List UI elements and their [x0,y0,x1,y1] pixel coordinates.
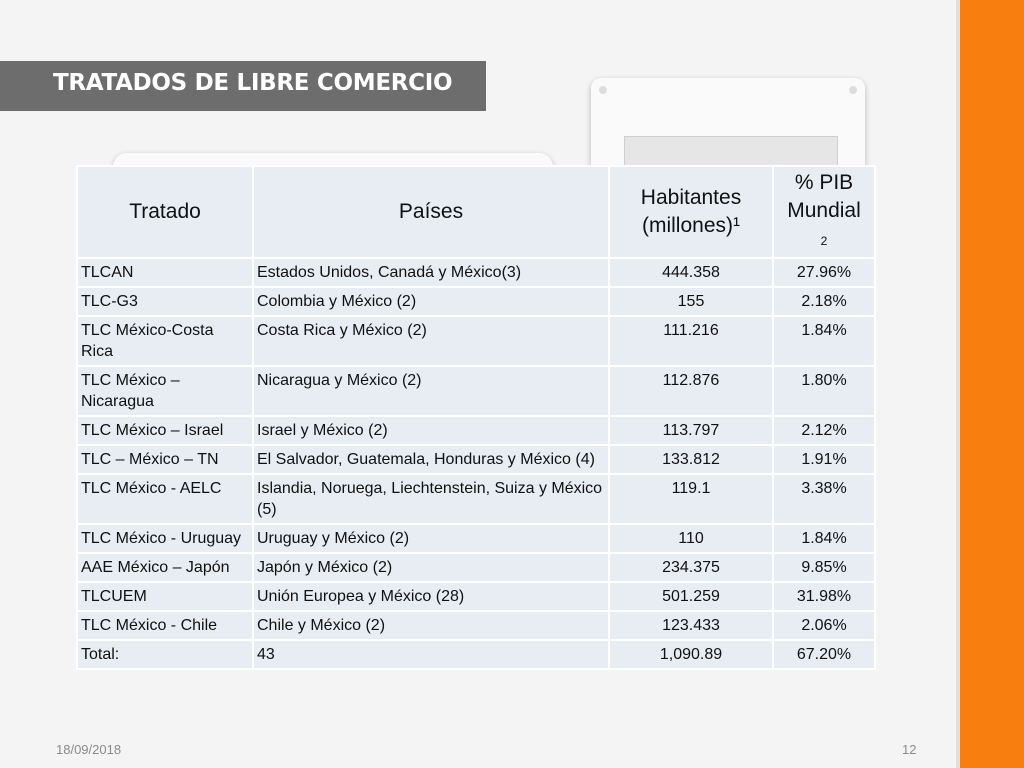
cell-paises: El Salvador, Guatemala, Honduras y Méxic… [252,444,610,475]
cell-paises: Unión Europea y México (28) [252,581,610,612]
cell-tratado: Total: [76,639,254,670]
table-row: TLC México - Chile Chile y México (2) 123.… [76,610,876,641]
cell-habitantes: 112.876 [608,365,774,417]
cell-paises: 43 [252,639,610,670]
cell-paises: Uruguay y México (2) [252,523,610,554]
header-habitantes-line1: Habitantes [640,186,742,209]
table-row: TLC México - Uruguay Uruguay y México (2)… [76,523,876,554]
page-number: 12 [902,742,917,757]
cell-paises: Islandia, Noruega, Liechtenstein, Suiza … [252,473,610,525]
table-row: AAE México – Japón Japón y México (2) 234.… [76,552,876,583]
header-pib-line2: Mundial [787,199,861,222]
cell-pib: 2.18% [772,286,876,317]
cell-paises: Costa Rica y México (2) [252,315,610,367]
accent-sidebar [960,0,1024,768]
cell-paises: Colombia y México (2) [252,286,610,317]
cell-habitantes: 123.433 [608,610,774,641]
cell-tratado: TLC México – Nicaragua [76,365,254,417]
cell-tratado: TLC-G3 [76,286,254,317]
cell-tratado: TLC México - Chile [76,610,254,641]
header-pib-footnote: 2 [820,234,828,248]
cell-habitantes: 1,090.89 [608,639,774,670]
accent-divider [956,0,960,768]
cell-habitantes: 501.259 [608,581,774,612]
cell-tratado: TLC – México – TN [76,444,254,475]
cell-tratado: TLCAN [76,257,254,288]
cell-pib: 67.20% [772,639,876,670]
cell-paises: Israel y México (2) [252,415,610,446]
cell-pib: 31.98% [772,581,876,612]
header-pib: % PIB Mundial 2 [772,165,876,259]
header-habitantes-line2: (millones)¹ [641,214,740,237]
cell-pib: 1.84% [772,523,876,554]
cell-pib: 1.80% [772,365,876,417]
table-row: TLCUEM Unión Europea y México (28) 501.259… [76,581,876,612]
trade-agreements-table: Tratado Países Habitantes (millones)¹ % … [76,165,876,670]
cell-pib: 9.85% [772,552,876,583]
header-paises: Países [252,165,610,259]
header-pib-line1: % PIB [794,171,854,194]
table-row: TLC – México – TN El Salvador, Guatemala,… [76,444,876,475]
frame-corner-dot [849,86,857,94]
cell-tratado: TLCUEM [76,581,254,612]
cell-habitantes: 113.797 [608,415,774,446]
cell-habitantes: 155 [608,286,774,317]
page-title: TRATADOS DE LIBRE COMERCIO [53,70,453,96]
cell-habitantes: 110 [608,523,774,554]
cell-tratado: AAE México – Japón [76,552,254,583]
table-row: Total: 43 1,090.89 67.20% [76,639,876,670]
cell-tratado: TLC México - Uruguay [76,523,254,554]
table-row: TLC México - AELC Islandia, Noruega, Liec… [76,473,876,525]
cell-tratado: TLC México - AELC [76,473,254,525]
table-header-row: Tratado Países Habitantes (millones)¹ % … [76,165,876,259]
cell-pib: 1.91% [772,444,876,475]
table-row: TLC México-Costa Rica Costa Rica y México… [76,315,876,367]
header-habitantes: Habitantes (millones)¹ [608,165,774,259]
cell-paises: Japón y México (2) [252,552,610,583]
cell-paises: Estados Unidos, Canadá y México(3) [252,257,610,288]
title-band [0,61,486,111]
table-row: TLC México – Israel Israel y México (2) 11… [76,415,876,446]
cell-paises: Chile y México (2) [252,610,610,641]
table-row: TLC México – Nicaragua Nicaragua y México… [76,365,876,417]
table-row: TLC-G3 Colombia y México (2) 155 2.18% [76,286,876,317]
cell-pib: 27.96% [772,257,876,288]
footer-date: 18/09/2018 [56,742,122,757]
cell-pib: 1.84% [772,315,876,367]
cell-paises: Nicaragua y México (2) [252,365,610,417]
header-tratado: Tratado [76,165,254,259]
cell-tratado: TLC México-Costa Rica [76,315,254,367]
cell-habitantes: 111.216 [608,315,774,367]
cell-habitantes: 133.812 [608,444,774,475]
cell-habitantes: 234.375 [608,552,774,583]
cell-pib: 3.38% [772,473,876,525]
cell-habitantes: 119.1 [608,473,774,525]
cell-pib: 2.06% [772,610,876,641]
cell-pib: 2.12% [772,415,876,446]
cell-habitantes: 444.358 [608,257,774,288]
table-row: TLCAN Estados Unidos, Canadá y México(3) 4… [76,257,876,288]
cell-tratado: TLC México – Israel [76,415,254,446]
frame-corner-dot [599,86,607,94]
